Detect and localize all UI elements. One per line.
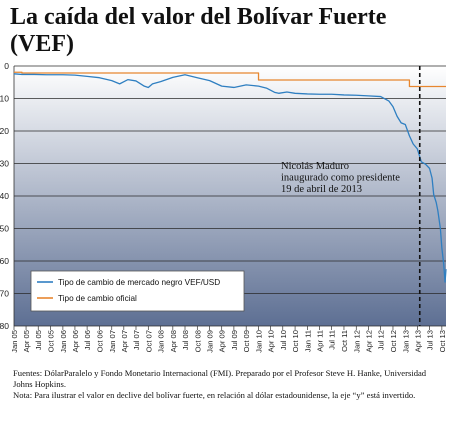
x-tick-label: Jan 11	[303, 330, 312, 352]
y-tick-label: 80	[0, 321, 9, 331]
x-tick-label: Jan 06	[59, 330, 68, 353]
y-tick-label: 30	[0, 159, 9, 169]
x-tick-label: Apr 11	[315, 330, 324, 352]
x-tick-label: Oct 07	[144, 330, 153, 352]
x-tick-label: Apr 06	[71, 330, 80, 352]
x-tick-label: Oct 09	[242, 330, 251, 352]
y-tick-label: 40	[0, 191, 9, 201]
x-tick-label: Oct 12	[389, 330, 398, 352]
series-line	[14, 71, 446, 88]
y-tick-label: 70	[0, 289, 9, 299]
x-tick-label: Apr 08	[169, 330, 178, 352]
y-tick-label: 20	[0, 126, 9, 136]
x-tick-label: Apr 13	[413, 330, 422, 352]
x-tick-label: Apr 12	[364, 330, 373, 352]
legend-box	[30, 270, 245, 312]
chart-title: La caída del valor del Bolívar Fuerte (V…	[10, 4, 387, 57]
legend-label: Tipo de cambio oficial	[58, 294, 137, 303]
x-tick-label: Jul 09	[230, 330, 239, 350]
x-tick-label: Jan 13	[401, 330, 410, 353]
series-line	[13, 73, 447, 283]
x-tick-label: Oct 10	[291, 330, 300, 352]
y-tick-label: 50	[0, 224, 9, 234]
x-tick-label: Jan 10	[255, 330, 264, 353]
x-tick-label: Oct 05	[47, 330, 56, 352]
footer-note: Nota: Para ilustrar el valor en declive …	[13, 390, 416, 400]
x-tick-label: Jul 06	[83, 330, 92, 350]
x-tick-label: Apr 07	[120, 330, 129, 352]
legend-label: Tipo de cambio de mercado negro VEF/USD	[58, 278, 220, 287]
event-annotation-line: Nicolás Maduro	[281, 161, 349, 172]
x-tick-label: Jul 11	[328, 330, 337, 350]
x-tick-label: Jul 13	[426, 330, 435, 350]
event-annotation-line: 19 de abril de 2013	[281, 184, 362, 195]
x-tick-label: Apr 09	[218, 330, 227, 352]
y-tick-label: 0	[4, 61, 9, 71]
x-tick-label: Jul 12	[377, 330, 386, 350]
x-tick-label: Apr 05	[22, 330, 31, 352]
x-tick-label: Oct 11	[340, 330, 349, 352]
x-tick-label: Jan 09	[206, 330, 215, 353]
x-tick-label: Oct 13	[438, 330, 447, 352]
x-tick-label: Jul 07	[132, 330, 141, 350]
x-tick-label: Jan 05	[10, 330, 19, 353]
x-tick-label: Jul 10	[279, 330, 288, 350]
event-annotation-line: inaugurado como presidente	[281, 173, 400, 184]
y-tick-label: 60	[0, 256, 9, 266]
event-annotation: Nicolás Maduro inaugurado como presidente…	[281, 161, 400, 195]
x-tick-label: Jul 08	[181, 330, 190, 350]
footer-sources: Fuentes: DólarParalelo y Fondo Monetario…	[13, 368, 427, 389]
x-tick-label: Jul 05	[34, 330, 43, 350]
x-tick-label: Oct 06	[95, 330, 104, 352]
chart-footer: Fuentes: DólarParalelo y Fondo Monetario…	[13, 368, 441, 401]
x-tick-label: Jan 12	[352, 330, 361, 353]
x-tick-label: Jan 07	[108, 330, 117, 353]
y-tick-label: 10	[0, 94, 9, 104]
x-tick-label: Apr 10	[267, 330, 276, 352]
x-tick-label: Oct 08	[193, 330, 202, 352]
x-tick-label: Jan 08	[157, 330, 166, 353]
